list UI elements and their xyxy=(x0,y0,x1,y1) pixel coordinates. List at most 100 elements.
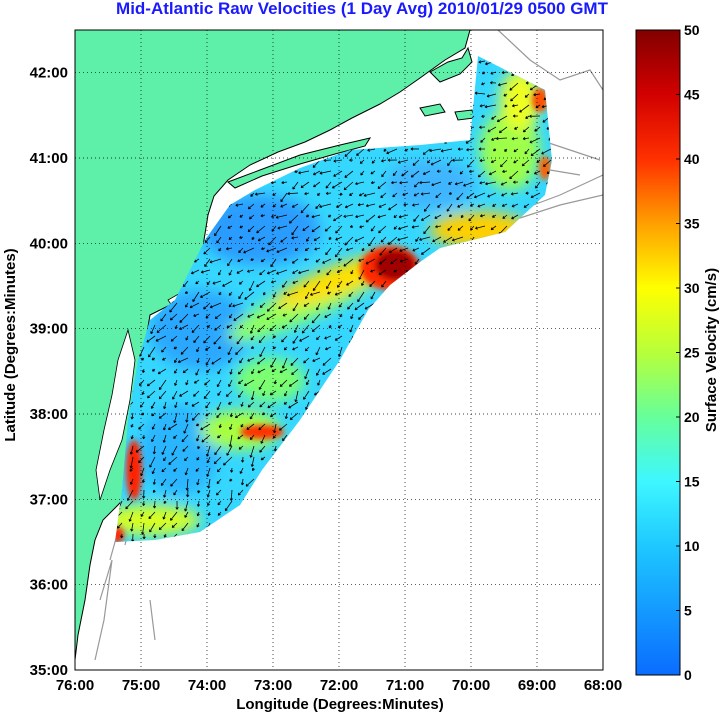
y-tick-label: 41:00 xyxy=(30,150,68,167)
velocity-arrow xyxy=(497,82,508,87)
velocity-arrow xyxy=(171,522,178,528)
colorbar-label: Surface Velocity (cm/s) xyxy=(703,268,720,432)
velocity-arrow xyxy=(207,500,211,506)
velocity-arrow xyxy=(207,511,211,516)
velocity-arrow xyxy=(392,170,398,177)
velocity-arrow xyxy=(260,214,266,218)
velocity-arrow xyxy=(224,500,233,512)
velocity-arrow xyxy=(276,247,288,254)
velocity-arrow xyxy=(238,247,244,254)
velocity-arrow xyxy=(525,81,530,85)
velocity-arrow xyxy=(230,467,234,473)
velocity-arrow xyxy=(245,478,255,487)
velocity-arrow xyxy=(473,192,486,199)
velocity-arrow xyxy=(268,236,277,246)
velocity-arrow xyxy=(259,302,266,308)
velocity-arrow xyxy=(346,280,354,286)
velocity-arrow xyxy=(170,335,178,342)
velocity-arrow xyxy=(228,302,233,308)
velocity-arrow xyxy=(347,302,354,310)
velocity-arrow xyxy=(250,390,255,401)
velocity-arrow xyxy=(206,489,211,498)
velocity-arrow xyxy=(317,379,321,386)
colorbar-tick-label: 20 xyxy=(684,409,700,425)
velocity-arrow xyxy=(344,170,354,178)
velocity-arrow xyxy=(289,214,299,224)
y-tick-label: 36:00 xyxy=(30,577,68,594)
velocity-arrow xyxy=(216,379,222,388)
velocity-arrow xyxy=(216,236,222,244)
velocity-arrow xyxy=(452,158,464,162)
x-tick-label: 69:00 xyxy=(518,677,556,694)
velocity-arrow xyxy=(138,456,145,464)
velocity-arrow xyxy=(316,368,321,376)
velocity-arrow xyxy=(327,302,332,310)
velocity-arrow xyxy=(196,500,201,507)
velocity-arrow xyxy=(358,192,365,197)
velocity-arrow xyxy=(503,93,508,97)
velocity-arrow xyxy=(410,147,420,151)
velocity-arrow xyxy=(293,324,299,333)
velocity-arrow xyxy=(315,203,321,209)
velocity-arrow xyxy=(254,192,266,196)
velocity-arrow xyxy=(512,104,519,108)
velocity-arrow xyxy=(239,324,244,329)
velocity-arrow xyxy=(322,258,332,264)
velocity-arrow xyxy=(212,280,222,285)
velocity-arrow xyxy=(478,147,485,151)
velocity-arrow xyxy=(354,302,365,311)
velocity-arrow xyxy=(378,225,387,234)
velocity-arrow xyxy=(185,478,189,491)
velocity-arrow xyxy=(381,159,387,163)
velocity-arrow xyxy=(170,511,178,521)
velocity-arrow xyxy=(238,445,244,450)
velocity-arrow xyxy=(303,390,310,400)
colorbar-tick-label: 35 xyxy=(684,216,700,232)
velocity-arrow xyxy=(213,335,222,345)
velocity-arrow xyxy=(541,148,552,155)
velocity-arrow xyxy=(463,181,475,187)
velocity-arrow xyxy=(240,478,245,486)
velocity-arrow xyxy=(313,181,321,188)
velocity-arrow xyxy=(149,522,156,533)
velocity-arrow xyxy=(479,214,486,218)
velocity-arrow xyxy=(195,280,200,285)
colorbar-tick-label: 40 xyxy=(684,151,700,167)
velocity-arrow xyxy=(162,423,167,431)
velocity-arrow xyxy=(142,489,146,499)
grid-lines xyxy=(75,30,603,670)
velocity-arrow xyxy=(250,257,255,262)
velocity-arrow xyxy=(410,170,420,178)
velocity-arrow xyxy=(196,434,200,442)
velocity-arrow xyxy=(217,269,222,276)
velocity-arrow xyxy=(511,203,519,208)
velocity-arrow xyxy=(354,236,365,242)
velocity-arrow xyxy=(149,456,156,468)
velocity-arrow xyxy=(181,522,189,532)
velocity-arrow xyxy=(529,114,541,118)
velocity-arrow xyxy=(457,147,464,151)
velocity-arrow xyxy=(524,148,530,155)
velocity-arrow xyxy=(383,148,387,152)
velocity-arrow xyxy=(152,478,156,485)
velocity-arrow xyxy=(225,390,233,397)
velocity-arrow xyxy=(279,423,288,431)
velocity-arrow xyxy=(521,159,530,167)
velocity-arrow xyxy=(206,456,211,464)
velocity-arrow xyxy=(294,390,299,403)
velocity-arrow xyxy=(237,489,244,496)
velocity-arrow xyxy=(259,346,266,358)
velocity-arrow xyxy=(339,302,343,308)
velocity-arrow xyxy=(430,159,442,166)
x-tick-label: 73:00 xyxy=(254,677,292,694)
velocity-arrow xyxy=(193,258,200,263)
velocity-arrow xyxy=(171,445,178,456)
velocity-arrow xyxy=(311,214,321,219)
velocity-arrow xyxy=(304,258,310,262)
velocity-arrow xyxy=(402,192,409,196)
velocity-arrow xyxy=(386,148,398,155)
velocity-arrow xyxy=(129,456,134,469)
velocity-arrow xyxy=(181,434,189,443)
velocity-arrow xyxy=(279,379,288,387)
velocity-arrow xyxy=(152,445,156,455)
